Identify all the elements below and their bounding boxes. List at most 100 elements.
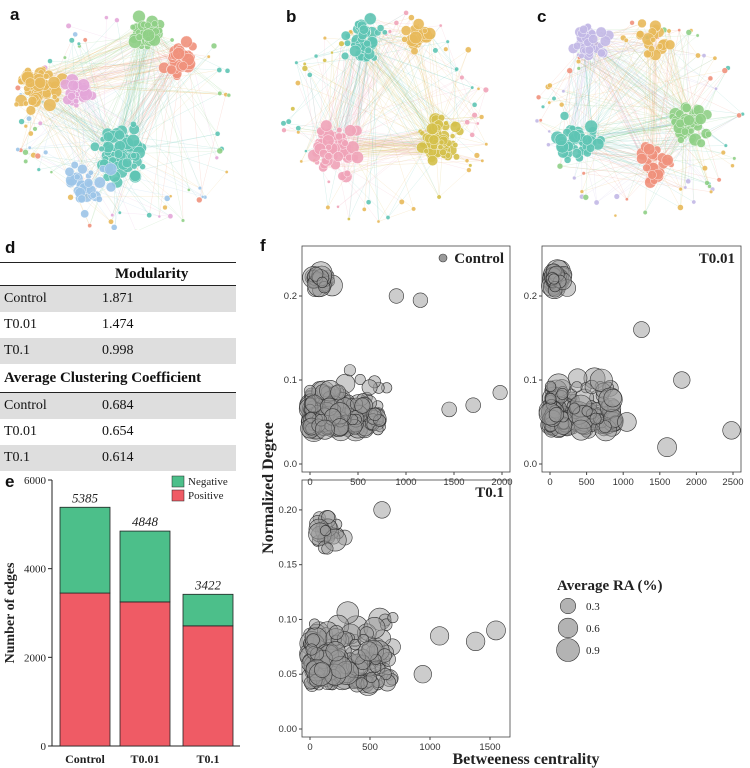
network-node (104, 15, 109, 20)
network-node (108, 218, 114, 225)
network-node (27, 96, 38, 106)
network-edge (364, 45, 430, 144)
network-node (43, 98, 57, 112)
network-node (226, 92, 232, 98)
network-nodes (13, 10, 232, 230)
bubble-point (548, 273, 560, 285)
network-node (76, 41, 81, 46)
network-edge (452, 135, 487, 145)
panel-title: Control (454, 251, 504, 267)
bubble-point (589, 412, 602, 425)
bar-total-label: 5385 (72, 490, 99, 505)
network-edge (361, 56, 427, 138)
network-node (67, 79, 80, 92)
bubble-point (316, 276, 328, 289)
bubble-point (358, 641, 379, 662)
network-edge (144, 26, 184, 221)
bubble-point (314, 419, 335, 440)
network-edge (27, 61, 183, 72)
network-edge (343, 57, 368, 153)
network-node (18, 118, 25, 125)
y-tick-label: 0 (41, 741, 47, 753)
bubble-point (581, 405, 593, 417)
network-edge (204, 171, 227, 198)
bubble-point (387, 612, 399, 624)
y-tick-label: 0.1 (524, 375, 537, 386)
network-node (22, 149, 29, 156)
network-node (196, 196, 203, 204)
network-node (73, 173, 81, 181)
x-tick-label: 500 (362, 742, 378, 753)
network-edge (361, 41, 448, 58)
bar-positive (119, 601, 171, 747)
network-edge (429, 33, 473, 88)
bubble-point (466, 631, 486, 652)
network-edge (377, 32, 478, 124)
network-edge (133, 35, 151, 130)
network-edge (378, 208, 414, 222)
network-node (98, 145, 105, 153)
network-edge (77, 86, 226, 95)
network-edge (371, 32, 379, 222)
network-node (113, 149, 124, 159)
network-node (70, 161, 79, 169)
network-edge (71, 35, 149, 181)
bubble-point (305, 394, 324, 413)
network-edge (357, 46, 430, 150)
network-edge (342, 47, 364, 137)
bubble-point (373, 501, 391, 519)
network-edge (304, 57, 366, 65)
network-edge (341, 49, 365, 138)
network-edge (304, 63, 442, 152)
network-edge (79, 52, 177, 88)
network-edge (343, 57, 375, 153)
network-edge (133, 31, 157, 125)
bubble-point (486, 620, 506, 641)
network-edge (362, 35, 455, 125)
network-node (63, 55, 67, 60)
size-legend-bubble (557, 617, 579, 639)
network-edge (116, 182, 171, 217)
y-axis-label: Number of edges (3, 562, 18, 663)
y-tick-label: 0.0 (524, 459, 537, 470)
network-edge (404, 39, 446, 127)
y-tick-label: 0.10 (279, 614, 298, 625)
network-node (104, 162, 118, 176)
x-tick-label: 500 (579, 477, 595, 488)
network-edge (368, 46, 434, 140)
network-node (13, 101, 20, 108)
network-node (27, 130, 34, 137)
network-edge (404, 39, 473, 136)
network-node (15, 147, 21, 152)
network-edge (350, 32, 386, 131)
network-edge (341, 42, 420, 139)
bubble-point (548, 407, 565, 423)
network-node (169, 37, 175, 43)
network-node (111, 224, 118, 230)
scatter-panel-T0.01: 0 500 1000 1500 2000 2500 0.0 0.1 0.2 T0.01 (524, 245, 744, 488)
bar-negative (59, 506, 111, 594)
x-tick-label: T0.1 (196, 752, 219, 766)
network-edge (112, 38, 150, 161)
network-edge (341, 47, 364, 138)
bubble-point (492, 385, 508, 401)
legend-label: Positive (188, 490, 224, 502)
legend-swatch (171, 489, 185, 502)
network-node (206, 54, 211, 59)
network-edge (49, 104, 113, 139)
network-node (134, 229, 138, 230)
network-edge (32, 69, 220, 102)
x-tick-label: 500 (350, 477, 366, 488)
network-edge (188, 54, 203, 197)
network-node (157, 214, 162, 219)
network-edge (179, 63, 184, 221)
network-node (82, 37, 88, 43)
network-edge (370, 18, 438, 154)
network-node (141, 28, 155, 42)
network-edge (371, 42, 432, 159)
network-node (43, 73, 50, 80)
network-edge (65, 30, 141, 85)
network-edge (77, 86, 89, 177)
network-node (200, 195, 205, 199)
network-edge (305, 40, 358, 152)
